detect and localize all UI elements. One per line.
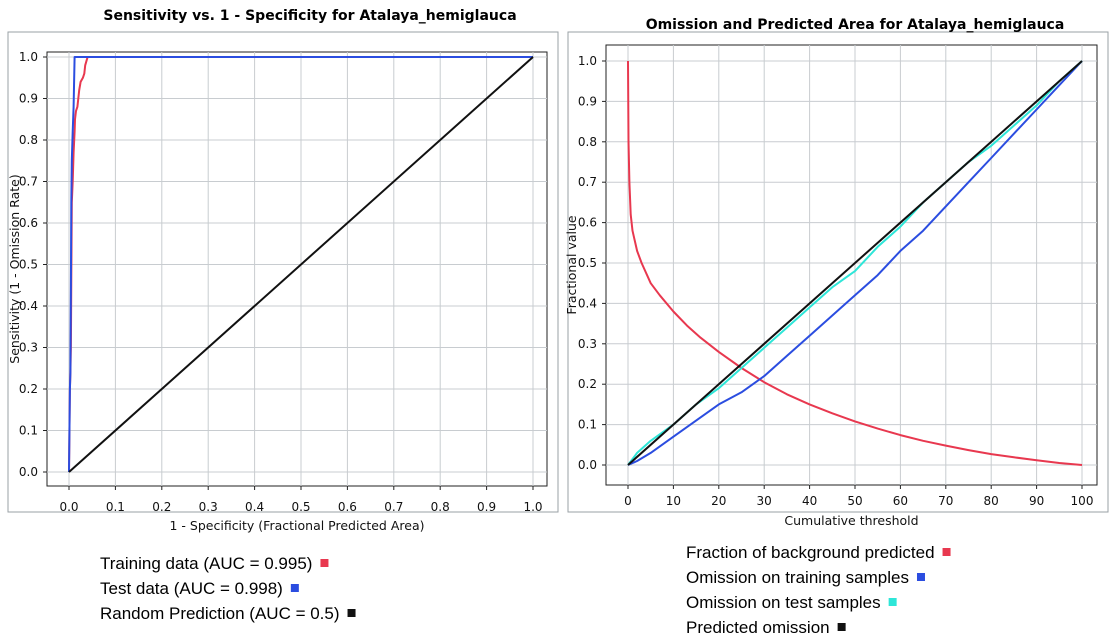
legend-entry-label: Fraction of background predicted: [686, 543, 935, 562]
legend-entry-label: Test data (AUC = 0.998): [100, 579, 283, 598]
y-tick-label: 0.4: [578, 296, 597, 310]
y-tick-label: 0.1: [19, 424, 38, 438]
y-tick-label: 0.4: [19, 299, 38, 313]
x-tick-label: 0.8: [431, 500, 450, 514]
x-tick-label: 0.9: [477, 500, 496, 514]
legend: Training data (AUC = 0.995) Test data (AU…: [100, 554, 356, 623]
y-tick-label: 0.8: [578, 135, 597, 149]
series-line-1: [627, 60, 1083, 466]
legend-entry-label: Training data (AUC = 0.995): [100, 554, 312, 573]
x-tick-label: 20: [711, 494, 726, 508]
x-tick-label: 0.7: [384, 500, 403, 514]
x-tick-label: 0.5: [291, 500, 310, 514]
chart-2: 0 10 20 30 40 50 60 70 80 90 100 0.0 0.1 0.2 0.3 0.4 0.5…: [564, 17, 1109, 637]
legend-swatch: [916, 573, 925, 581]
x-tick-label: 60: [893, 494, 908, 508]
series-line-2: [68, 56, 533, 473]
y-tick-label: 0.3: [578, 337, 597, 351]
y-tick-label: 0.6: [578, 216, 597, 230]
y-tick-label: 0.2: [578, 377, 597, 391]
chart-title: Omission and Predicted Area for Atalaya_…: [646, 17, 1065, 33]
legend-swatch: [837, 623, 846, 631]
y-tick-label: 0.7: [19, 175, 38, 189]
gridlines: [43, 52, 547, 490]
legend-entry-label: Omission on test samples: [686, 593, 881, 612]
legend: Fraction of background predicted Omission…: [686, 543, 951, 637]
series-line-3: [68, 56, 534, 473]
chart-frame: [567, 31, 1109, 513]
chart-title: Sensitivity vs. 1 - Specificity for Atal…: [103, 8, 516, 24]
series-line-4: [627, 60, 1083, 466]
legend-swatch: [888, 598, 897, 606]
x-tick-label: 50: [847, 494, 862, 508]
legend-swatch: [347, 609, 356, 617]
x-tick-label: 0.2: [152, 500, 171, 514]
x-tick-label: 0: [624, 494, 632, 508]
x-tick-label: 70: [938, 494, 953, 508]
x-tick-label: 90: [1029, 494, 1044, 508]
x-tick-label: 0.1: [106, 500, 125, 514]
legend-entry-label: Random Prediction (AUC = 0.5): [100, 604, 340, 623]
y-tick-label: 0.1: [578, 418, 597, 432]
x-tick-label: 0.6: [338, 500, 357, 514]
y-axis-label: Fractional value: [564, 215, 579, 314]
y-tick-label: 0.6: [19, 216, 38, 230]
x-tick-label: 30: [757, 494, 772, 508]
plot-area: [46, 51, 548, 487]
y-tick-label: 0.0: [19, 465, 38, 479]
x-tick-label: 80: [984, 494, 999, 508]
legend-swatch: [320, 559, 329, 567]
y-tick-label: 0.2: [19, 382, 38, 396]
x-tick-label: 0.4: [245, 500, 264, 514]
series-line-2: [627, 60, 1083, 466]
y-tick-label: 0.3: [19, 341, 38, 355]
y-tick-label: 0.7: [578, 175, 597, 189]
y-tick-label: 1.0: [19, 50, 38, 64]
chart-frame: [7, 31, 559, 513]
y-tick-label: 0.9: [19, 92, 38, 106]
x-tick-label: 100: [1071, 494, 1094, 508]
x-axis-label: Cumulative threshold: [784, 513, 918, 528]
x-tick-label: 10: [666, 494, 681, 508]
y-tick-label: 1.0: [578, 54, 597, 68]
legend-entry-label: Predicted omission: [686, 618, 830, 637]
y-tick-label: 0.5: [19, 258, 38, 272]
chart-1: 0.0 0.1 0.2 0.3 0.4 0.5 0.6 0.7 0.8 0.9 1.0 0.0 0.1 0…: [7, 8, 559, 623]
x-axis-label: 1 - Specificity (Fractional Predicted Ar…: [170, 518, 425, 533]
y-tick-label: 0.5: [578, 256, 597, 270]
y-tick-label: 0.0: [578, 458, 597, 472]
y-axis-label: Sensitivity (1 - Omission Rate): [7, 174, 22, 363]
legend-swatch: [290, 584, 299, 592]
x-tick-label: 40: [802, 494, 817, 508]
legend-swatch: [942, 548, 951, 556]
x-tick-label: 0.3: [199, 500, 218, 514]
x-tick-label: 0.0: [59, 500, 78, 514]
gridlines: [602, 45, 1097, 489]
x-tick-label: 1.0: [523, 500, 542, 514]
y-tick-label: 0.9: [578, 94, 597, 108]
y-tick-label: 0.8: [19, 133, 38, 147]
legend-entry-label: Omission on training samples: [686, 568, 909, 587]
